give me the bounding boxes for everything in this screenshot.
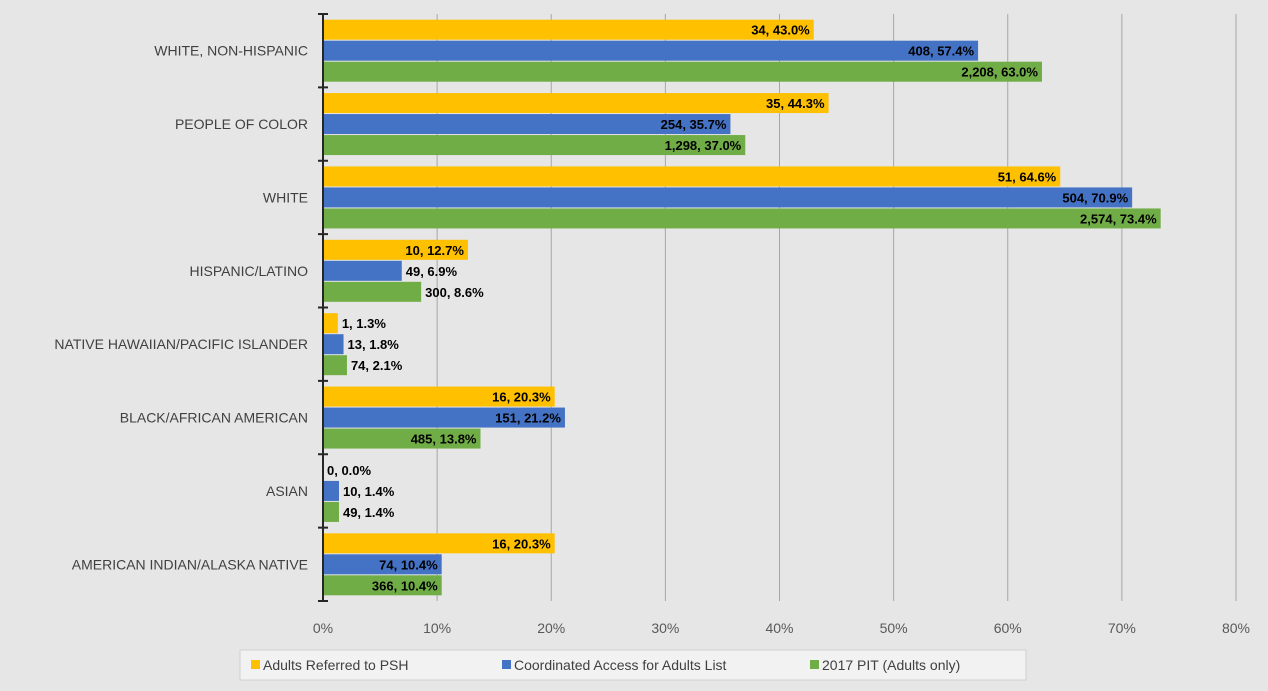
data-label: 2,208, 63.0% <box>961 65 1038 80</box>
legend-box <box>239 649 1027 681</box>
legend: Adults Referred to PSH Coordinated Access… <box>239 649 1027 681</box>
bar-coordinated-access-for-adults-list-asian <box>323 480 339 501</box>
bars <box>323 19 1161 596</box>
data-label: 0, 0.0% <box>327 463 372 478</box>
legend-swatch-adults-referred-to-psh <box>251 660 260 669</box>
bar-adults-referred-to-psh-people-of-color <box>323 93 829 114</box>
data-label: 10, 12.7% <box>405 243 464 258</box>
data-label: 34, 43.0% <box>751 23 810 38</box>
bar-adults-referred-to-psh-white-non-hispanic <box>323 19 814 40</box>
bar-adults-referred-to-psh-black-african-american <box>323 386 555 407</box>
data-label: 1,298, 37.0% <box>665 138 742 153</box>
x-tick-label: 70% <box>1108 620 1136 636</box>
bar-coordinated-access-for-adults-list-white-non-hispanic <box>323 40 979 61</box>
data-label: 254, 35.7% <box>661 117 727 132</box>
bar-coordinated-access-for-adults-list-hispanic-latino <box>323 260 402 281</box>
category-labels: WHITE, NON-HISPANIC PEOPLE OF COLOR WHITE H… <box>54 43 308 573</box>
bar-coordinated-access-for-adults-list-american-indian-alaska-native <box>323 554 442 575</box>
data-label: 49, 6.9% <box>406 264 458 279</box>
x-tick-label: 60% <box>994 620 1022 636</box>
bar-adults-referred-to-psh-native-hawaiian-pacific-islander <box>323 313 338 334</box>
x-tick-label: 40% <box>765 620 793 636</box>
category-label: AMERICAN INDIAN/ALASKA NATIVE <box>72 556 308 572</box>
legend-swatch-coordinated-access-for-adults-list <box>502 660 511 669</box>
legend-label: Coordinated Access for Adults List <box>514 657 727 673</box>
category-label: WHITE, NON-HISPANIC <box>154 43 308 59</box>
bar-2017-pit-adults-only-american-indian-alaska-native <box>323 575 442 596</box>
data-label: 485, 13.8% <box>411 432 477 447</box>
data-label: 74, 2.1% <box>351 358 403 373</box>
x-tick-label: 50% <box>880 620 908 636</box>
x-tick-labels: 0% 10% 20% 30% 40% 50% 60% 70% 80% <box>313 620 1250 636</box>
bar-coordinated-access-for-adults-list-black-african-american <box>323 407 565 428</box>
data-label: 300, 8.6% <box>425 285 484 300</box>
data-label: 1, 1.3% <box>342 316 387 331</box>
category-label: NATIVE HAWAIIAN/PACIFIC ISLANDER <box>54 336 308 352</box>
category-label: PEOPLE OF COLOR <box>175 116 308 132</box>
category-label: BLACK/AFRICAN AMERICAN <box>120 410 308 426</box>
x-tick-label: 10% <box>423 620 451 636</box>
data-label: 151, 21.2% <box>495 411 561 426</box>
bar-2017-pit-adults-only-people-of-color <box>323 135 746 156</box>
x-tick-label: 20% <box>537 620 565 636</box>
category-label: ASIAN <box>266 483 308 499</box>
legend-swatch-2017-pit-adults-only <box>810 660 819 669</box>
bar-2017-pit-adults-only-asian <box>323 501 339 522</box>
category-label: HISPANIC/LATINO <box>189 263 308 279</box>
bar-adults-referred-to-psh-american-indian-alaska-native <box>323 533 555 554</box>
bar-2017-pit-adults-only-white <box>323 208 1161 229</box>
data-labels: 34, 43.0% 408, 57.4% 2,208, 63.0% 35, 44.3%… <box>327 23 1157 594</box>
x-tick-label: 30% <box>651 620 679 636</box>
data-label: 35, 44.3% <box>766 96 825 111</box>
x-tick-label: 80% <box>1222 620 1250 636</box>
bar-adults-referred-to-psh-hispanic-latino <box>323 239 468 260</box>
legend-label: 2017 PIT (Adults only) <box>822 657 960 673</box>
data-label: 16, 20.3% <box>492 536 551 551</box>
bar-2017-pit-adults-only-white-non-hispanic <box>323 61 1042 82</box>
bar-2017-pit-adults-only-native-hawaiian-pacific-islander <box>323 355 347 376</box>
data-label: 51, 64.6% <box>998 169 1057 184</box>
data-label: 49, 1.4% <box>343 505 395 520</box>
data-label: 74, 10.4% <box>379 557 438 572</box>
data-label: 10, 1.4% <box>343 484 395 499</box>
bar-coordinated-access-for-adults-list-white <box>323 187 1133 208</box>
bar-2017-pit-adults-only-black-african-american <box>323 428 481 449</box>
data-label: 504, 70.9% <box>1062 190 1128 205</box>
x-tick-label: 0% <box>313 620 333 636</box>
bar-adults-referred-to-psh-white <box>323 166 1061 187</box>
y-axis <box>318 13 328 602</box>
legend-label: Adults Referred to PSH <box>263 657 409 673</box>
bar-coordinated-access-for-adults-list-native-hawaiian-pacific-islander <box>323 334 344 355</box>
data-label: 16, 20.3% <box>492 390 551 405</box>
data-label: 2,574, 73.4% <box>1080 211 1157 226</box>
bar-2017-pit-adults-only-hispanic-latino <box>323 281 422 302</box>
data-label: 408, 57.4% <box>908 44 974 59</box>
category-label: WHITE <box>263 189 308 205</box>
data-label: 366, 10.4% <box>372 578 438 593</box>
data-label: 13, 1.8% <box>348 337 400 352</box>
bar-coordinated-access-for-adults-list-people-of-color <box>323 114 731 135</box>
